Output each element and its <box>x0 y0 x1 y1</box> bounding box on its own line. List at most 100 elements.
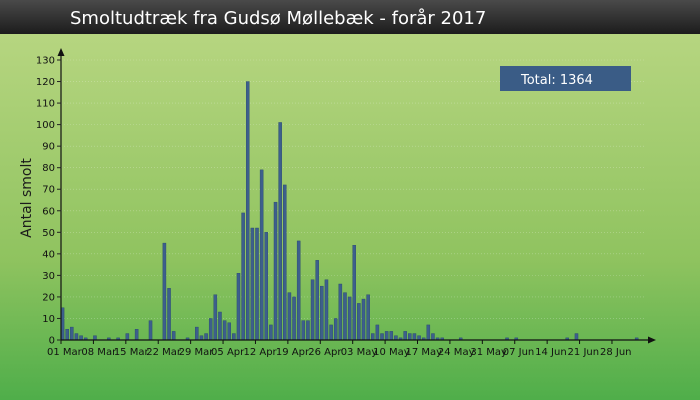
bar <box>259 169 264 341</box>
x-tick-label: 07 Jun <box>503 347 535 358</box>
bar <box>380 333 384 341</box>
bar <box>366 294 370 341</box>
bar <box>343 292 347 341</box>
y-tick-label: 20 <box>42 292 55 303</box>
bar <box>264 232 269 341</box>
bar <box>222 320 227 341</box>
x-tick-label: 15 Mar <box>114 347 150 358</box>
y-tick-label: 130 <box>36 56 55 67</box>
bar <box>403 331 407 341</box>
bar <box>361 298 366 341</box>
bar <box>162 242 167 341</box>
bar <box>195 326 199 341</box>
y-tick-label: 100 <box>36 120 55 131</box>
bar <box>574 333 579 341</box>
y-tick-label: 50 <box>42 228 55 239</box>
bar <box>236 273 241 341</box>
bar <box>241 212 245 341</box>
bar <box>408 333 412 341</box>
bar <box>347 296 352 341</box>
y-tick-label: 30 <box>42 271 55 282</box>
x-tick-label: 08 Mar <box>81 347 117 358</box>
bar <box>292 296 296 341</box>
x-tick-label: 31 May <box>470 347 507 358</box>
chart-header <box>0 0 700 34</box>
bar <box>278 122 282 341</box>
x-tick-label: 28 Jun <box>600 347 632 358</box>
bar <box>306 320 310 341</box>
bar <box>329 324 333 341</box>
bar <box>394 335 398 341</box>
bar <box>333 318 338 341</box>
bar <box>352 245 356 341</box>
bar <box>204 333 208 341</box>
bar <box>412 333 417 341</box>
bar <box>371 333 375 341</box>
bar <box>213 294 218 341</box>
bar <box>315 260 319 341</box>
y-tick-label: 90 <box>42 142 55 153</box>
bar <box>310 279 315 341</box>
bar <box>218 311 222 341</box>
bar <box>431 333 435 341</box>
bar <box>273 201 278 341</box>
bar <box>199 335 204 341</box>
bar <box>269 324 273 341</box>
x-tick-label: 10 May <box>373 347 410 358</box>
y-tick-label: 70 <box>42 185 55 196</box>
bar <box>93 335 97 341</box>
y-tick-label: 110 <box>36 99 55 110</box>
bar <box>324 279 329 341</box>
bar <box>417 335 421 341</box>
axes <box>57 48 656 344</box>
x-tick-label: 01 Mar <box>47 347 83 358</box>
y-axis-arrow <box>57 48 65 56</box>
bar <box>320 285 324 341</box>
bar <box>167 288 171 341</box>
x-tick-label: 29 Mar <box>179 347 215 358</box>
bar <box>134 329 139 341</box>
x-tick-label: 14 Jun <box>535 347 567 358</box>
bar <box>232 333 236 341</box>
bar <box>287 292 292 341</box>
bar <box>171 331 176 341</box>
bar <box>338 283 343 341</box>
bar <box>125 333 130 341</box>
bar <box>389 331 394 341</box>
y-axis-label: Antal smolt <box>19 158 35 238</box>
bar <box>250 227 255 341</box>
total-box <box>500 66 631 91</box>
bar <box>208 318 213 341</box>
x-tick-label: 21 Jun <box>568 347 600 358</box>
bar <box>65 329 69 341</box>
bar <box>357 303 361 341</box>
bar <box>301 320 306 341</box>
x-tick-label: 12 Apr <box>243 347 277 358</box>
bar <box>70 326 74 341</box>
y-tick-label: 40 <box>42 249 55 260</box>
y-tick-label: 10 <box>42 314 55 325</box>
y-tick-label: 80 <box>42 163 55 174</box>
y-ticks: 0 10 20 30 40 50 60 70 80 90 100 110 120 130 <box>36 56 61 347</box>
bar <box>426 324 431 341</box>
bar <box>245 81 250 341</box>
bar <box>296 240 301 341</box>
bar <box>255 227 259 341</box>
x-tick-label: 22 Mar <box>146 347 182 358</box>
x-axis-arrow <box>648 336 656 344</box>
x-tick-label: 05 Apr <box>211 347 245 358</box>
x-tick-label: 26 Apr <box>308 347 342 358</box>
chart-title: Smoltudtræk fra Gudsø Møllebæk - forår 2… <box>70 8 486 29</box>
y-tick-label: 120 <box>36 77 55 88</box>
y-tick-label: 60 <box>42 206 55 217</box>
y-tick-label: 0 <box>49 336 55 347</box>
bar <box>375 324 380 341</box>
x-tick-label: 03 May <box>341 347 378 358</box>
x-tick-label: 19 Apr <box>276 347 310 358</box>
bar <box>74 333 79 341</box>
bar <box>79 335 83 341</box>
bar <box>283 184 287 341</box>
